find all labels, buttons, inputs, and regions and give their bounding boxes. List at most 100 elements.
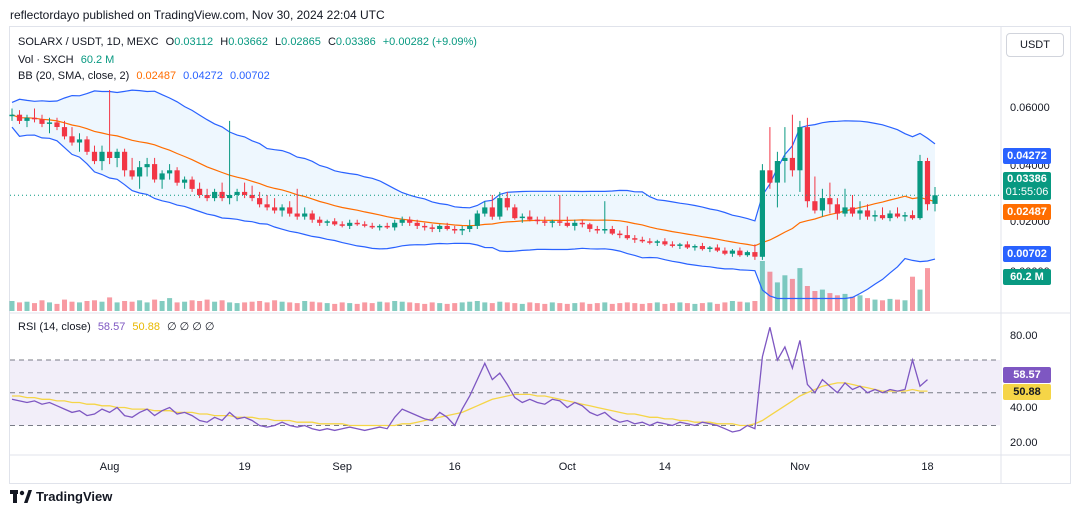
candle-body [692,246,698,248]
candle-body [902,215,908,217]
volume-bar [399,301,405,311]
volume-bar [925,268,930,311]
candle-body [9,114,15,117]
volume-bar [902,300,908,311]
candle-body [782,157,788,161]
volume-bar [107,297,113,311]
volume-bar [542,303,548,311]
volume-bar [174,302,180,311]
rsi-line [11,327,928,433]
volume-bar [129,301,135,311]
last-price-tag: 0.03386 01:55:06 [1003,172,1051,200]
volume-bar [24,301,30,311]
candle-body [272,207,278,211]
rsi-value-tag: 58.57 [1003,367,1051,383]
volume-bar [497,301,503,311]
volume-bar [504,302,510,311]
volume-bar [850,296,855,311]
volume-bar [302,301,308,311]
time-tick-label: Sep [332,461,352,473]
time-tick-label: 16 [449,461,461,473]
candle-body [122,151,128,171]
candle-body [617,233,623,236]
candle-body [46,122,53,124]
volume-bar [669,303,675,311]
rsi-ma-line [12,382,928,427]
volume-bar [872,299,878,311]
candle-body [347,222,353,226]
volume-bar [834,295,840,311]
volume-bar [767,271,773,311]
candle-body [827,198,833,205]
candle-body [609,229,615,234]
volume-bar [677,302,683,311]
candle-body [587,224,593,229]
volume-bar [189,300,195,311]
volume-bar [339,302,345,311]
legend-volume: Vol · SXCH 60.2 M [18,54,114,66]
candle-body [107,151,113,158]
candle-body [909,215,916,219]
volume-bar [242,302,248,311]
candle-body [534,219,540,222]
volume-bar [324,303,330,311]
volume-bar [69,301,75,311]
legend-rsi-extras: ∅ ∅ ∅ ∅ [167,321,215,333]
volume-bar [797,268,803,311]
volume-bar [594,303,600,311]
bb-basis-tag: 0.02487 [1003,204,1051,220]
legend-rsi-label[interactable]: RSI (14, close) [18,321,91,333]
candle-body [459,229,465,231]
candle-body [512,207,518,219]
volume-bar [47,302,52,311]
legend-close: 0.03386 [335,36,376,48]
candle-body [819,198,825,211]
candle-body [887,213,893,219]
candle-body [174,170,180,183]
candle-body [332,221,338,225]
candle-body [797,127,803,171]
rsi-tick-label: 80.00 [1010,330,1038,342]
volume-bar [257,301,263,311]
volume-bar [347,303,353,311]
volume-bar [910,276,915,311]
volume-bar [9,301,15,311]
candle-body [924,161,931,205]
legend-vol-label[interactable]: Vol · SXCH [18,54,74,66]
currency-button[interactable]: USDT [1006,33,1064,57]
volume-bar [572,303,578,311]
volume-bar [699,303,705,311]
legend-symbol[interactable]: SOLARX / USDT, 1D, MEXC [18,36,159,48]
volume-bar [264,302,270,311]
volume-bar [377,301,383,311]
volume-bar [842,293,848,311]
candle-body [69,136,75,143]
volume-bar [587,303,593,311]
candle-body [287,207,293,214]
volume-bar [759,261,765,311]
candle-body [482,207,488,214]
candle-body [399,219,405,223]
candle-body [39,119,45,124]
legend-high-label: H [220,36,229,48]
volume-bar [527,302,533,311]
legend-bb-label[interactable]: BB (20, SMA, close, 2) [18,70,130,82]
legend-bb-upper: 0.04272 [183,70,223,82]
volume-bar [167,298,173,311]
candle-body [752,252,758,257]
volume-bar [654,302,660,311]
volume-bar [722,302,728,311]
candle-body [647,241,653,243]
volume-bar [917,289,923,311]
volume-bar [152,299,158,311]
candle-body [16,114,23,121]
candle-body [444,225,450,229]
candle-body [91,151,98,162]
candle-body [654,241,660,243]
candle-body [99,151,105,162]
legend-bollinger: BB (20, SMA, close, 2) 0.02487 0.04272 0… [18,70,270,82]
tradingview-logo[interactable]: TradingView [10,489,112,504]
time-tick-label: Oct [559,461,576,473]
candle-body [474,213,480,226]
